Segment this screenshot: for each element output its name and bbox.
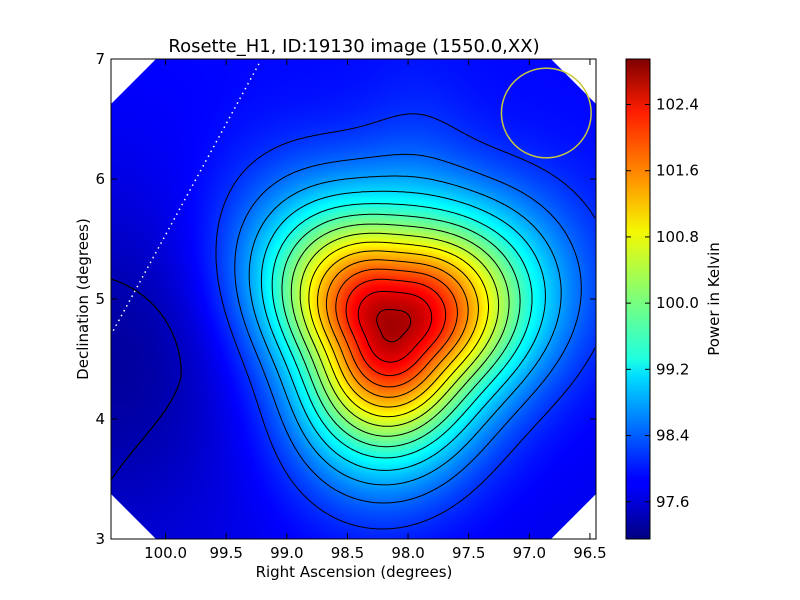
x-tick-label: 100.0 <box>144 544 187 562</box>
beam-circle <box>500 67 592 159</box>
colorbar-tick-label: 100.0 <box>656 294 699 312</box>
chart-title: Rosette_H1, ID:19130 image (1550.0,XX) <box>168 36 539 57</box>
y-tick-label: 4 <box>95 410 105 428</box>
contour-level <box>376 309 412 343</box>
colorbar-tick-label: 100.8 <box>656 228 699 246</box>
x-tick-label: 96.5 <box>573 544 606 562</box>
colorbar-tick-label: 97.6 <box>656 493 689 511</box>
plot-area: 100.0 99.5 99.0 98.5 98.0 97.5 97.0 96.5 3 4 5 6 7 <box>95 50 606 562</box>
x-tick-label: 99.5 <box>209 544 242 562</box>
colorbar-tick-label: 99.2 <box>656 360 689 378</box>
contour-level <box>260 190 546 471</box>
contour-lines <box>215 113 596 530</box>
x-tick-label: 98.0 <box>391 544 424 562</box>
contour-level <box>248 175 562 486</box>
heatmap-image <box>111 59 596 539</box>
y-axis: 3 4 5 6 7 <box>95 50 596 548</box>
colorbar-tick-label: 102.4 <box>656 96 699 114</box>
corner-mask <box>111 494 156 539</box>
colorbar-label: Power in Kelvin <box>705 242 723 356</box>
corner-mask <box>551 494 596 539</box>
contour-level <box>357 290 433 363</box>
contour-level <box>335 268 458 388</box>
contour-level <box>215 113 596 530</box>
colorbar: 97.6 98.4 99.2 100.0 100.8 101.6 102.4 Power i… <box>625 58 723 540</box>
contour-level <box>281 213 521 448</box>
contour-level <box>308 241 489 418</box>
contour-level <box>317 250 479 408</box>
y-tick-label: 3 <box>95 530 105 548</box>
x-tick-label: 98.5 <box>331 544 364 562</box>
contour-level <box>290 223 510 437</box>
corner-mask <box>551 59 596 104</box>
y-axis-label: Declination (degrees) <box>74 218 92 380</box>
contour-level <box>299 232 500 427</box>
colorbar-gradient <box>625 58 651 540</box>
contour-level <box>271 203 533 459</box>
image-corner-masks <box>111 59 596 539</box>
y-tick-label: 7 <box>95 50 105 68</box>
x-tick-label: 97.0 <box>513 544 546 562</box>
corner-mask <box>111 59 156 104</box>
x-axis-label: Right Ascension (degrees) <box>256 563 453 581</box>
colorbar-ticks: 97.6 98.4 99.2 100.0 100.8 101.6 102.4 <box>626 96 699 511</box>
x-axis: 100.0 99.5 99.0 98.5 98.0 97.5 97.0 96.5 <box>144 59 607 562</box>
contour-level <box>234 153 582 504</box>
outer-contour-left <box>111 278 182 481</box>
x-tick-label: 99.0 <box>270 544 303 562</box>
y-tick-label: 6 <box>95 170 105 188</box>
colorbar-tick-label: 98.4 <box>656 427 689 445</box>
x-tick-label: 97.5 <box>452 544 485 562</box>
contour-level <box>325 259 469 398</box>
contour-level <box>345 278 447 377</box>
y-tick-label: 5 <box>95 290 105 308</box>
colorbar-tick-label: 101.6 <box>656 162 699 180</box>
